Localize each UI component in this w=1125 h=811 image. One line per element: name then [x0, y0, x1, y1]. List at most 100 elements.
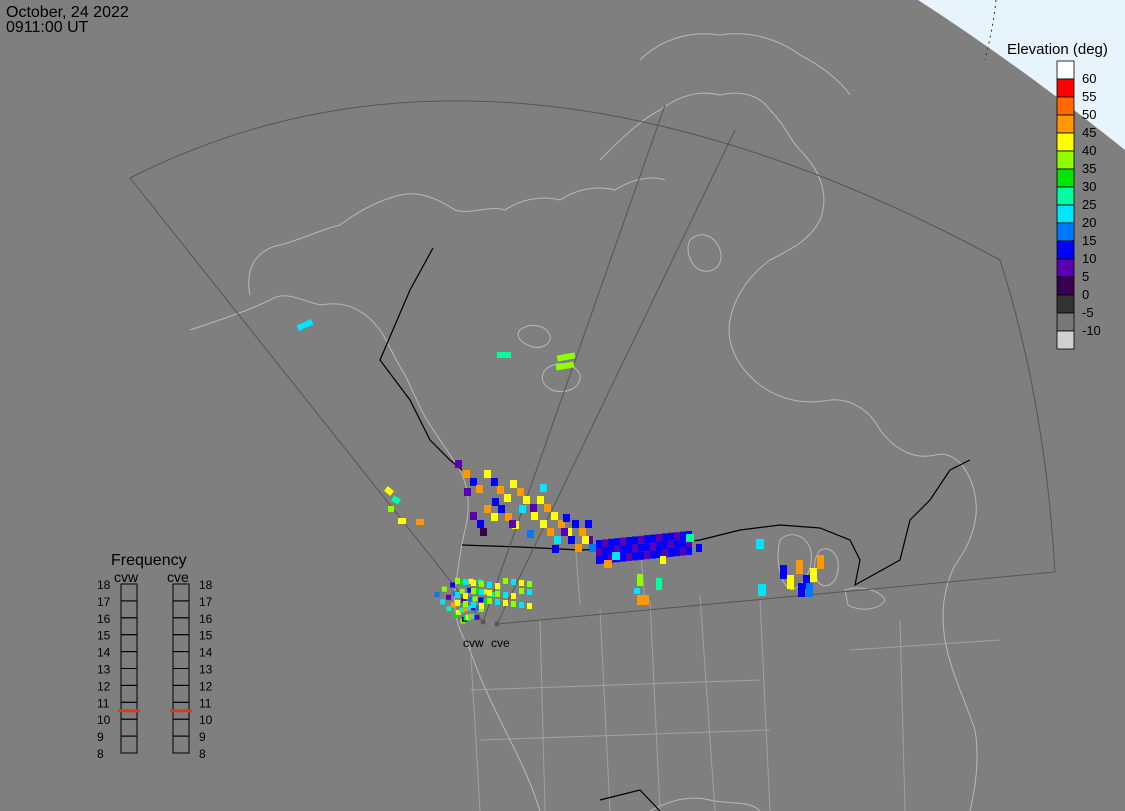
echo-cell	[434, 592, 440, 598]
echo-cell	[596, 556, 602, 564]
echo-cell	[519, 602, 524, 608]
frequency-marker	[118, 709, 140, 713]
frequency-scale-label: 8	[199, 747, 206, 761]
echo-cell	[474, 587, 480, 593]
echo-cell	[527, 530, 534, 538]
echo-cells	[296, 318, 824, 624]
echo-cell	[668, 532, 674, 541]
frequency-scale-label: 8	[97, 747, 104, 761]
echo-cell	[668, 548, 674, 556]
echo-cell	[384, 486, 394, 496]
echo-cell	[780, 565, 787, 579]
frequency-scale-label: 10	[97, 713, 111, 727]
echo-cell	[388, 506, 394, 512]
echo-cell	[674, 532, 680, 541]
legend-title: Elevation (deg)	[1007, 41, 1108, 58]
echo-cell	[537, 496, 544, 504]
echo-cell	[441, 586, 447, 592]
echo-cell	[453, 612, 459, 618]
echo-cell	[491, 478, 498, 486]
legend-swatch	[1056, 96, 1075, 116]
legend-swatch	[1056, 330, 1075, 350]
echo-cell	[530, 504, 537, 512]
echo-cell	[614, 538, 620, 547]
echo-cell	[620, 545, 626, 554]
echo-cell	[637, 574, 643, 586]
echo-cell	[565, 528, 572, 536]
echo-cell	[463, 579, 468, 585]
echo-cell	[540, 520, 547, 528]
legend-swatch	[1056, 60, 1075, 80]
echo-cell	[455, 460, 462, 468]
echo-cell	[796, 560, 803, 574]
echo-cell	[568, 536, 575, 544]
echo-cell	[471, 588, 476, 594]
echo-cell	[474, 614, 480, 620]
station-cve-marker	[494, 621, 500, 627]
echo-cell	[464, 488, 471, 496]
echo-cell	[527, 589, 532, 595]
legend-tick-label: -5	[1082, 305, 1094, 320]
frequency-scale-label: 18	[199, 578, 213, 592]
elevation-legend: Elevation (deg) 605550454035302520151050…	[1007, 41, 1108, 350]
echo-cell	[487, 582, 492, 588]
echo-cell	[674, 540, 680, 549]
echo-cell	[456, 609, 462, 615]
legend-swatch	[1056, 312, 1075, 332]
echo-cell	[668, 540, 674, 549]
frequency-scale-label: 15	[199, 629, 213, 643]
echo-cell	[510, 480, 517, 488]
frequency-scale-label: 10	[199, 713, 213, 727]
radar-fov	[129, 100, 1056, 625]
echo-cell	[503, 578, 508, 584]
frequency-panel: Frequency cvw cve 1817161514131211109818…	[97, 552, 213, 761]
echo-cell	[758, 584, 766, 596]
echo-cell	[674, 548, 680, 557]
political-boundaries	[469, 539, 1001, 811]
echo-cell	[638, 543, 644, 552]
frequency-cell	[172, 735, 190, 754]
echo-cell	[620, 537, 626, 546]
echo-cell	[803, 575, 810, 589]
echo-cell	[798, 583, 805, 597]
echo-cell	[472, 596, 478, 602]
echo-cell	[817, 555, 824, 569]
echo-cell	[612, 552, 620, 560]
echo-cell	[662, 549, 668, 558]
echo-cell	[398, 518, 406, 524]
legend-swatch	[1056, 186, 1075, 206]
legend-tick-label: 0	[1082, 287, 1089, 302]
echo-cell	[662, 541, 668, 550]
echo-cell	[579, 528, 586, 536]
echo-cell	[511, 601, 516, 607]
echo-cell	[637, 595, 649, 605]
echo-cell	[463, 593, 468, 599]
echo-cell	[463, 470, 470, 478]
echo-cell	[487, 598, 492, 604]
echo-cell	[602, 547, 608, 556]
echo-cell	[632, 544, 638, 553]
echo-cell	[806, 583, 813, 597]
echo-cell	[459, 588, 465, 594]
echo-cell	[517, 488, 524, 496]
terminator-line	[984, 0, 997, 61]
legend-swatch	[1056, 132, 1075, 152]
echo-cell	[450, 582, 456, 588]
echo-cell	[446, 606, 452, 612]
echo-cell	[498, 505, 505, 513]
echo-cell	[547, 528, 554, 536]
echo-cell	[466, 596, 472, 602]
echo-cell	[686, 539, 692, 547]
frequency-scale-label: 17	[97, 595, 111, 609]
echo-cell	[511, 593, 516, 599]
frequency-scale-label: 12	[97, 679, 111, 693]
frequency-scale-label: 18	[97, 578, 111, 592]
station-markers: cvw cve	[463, 619, 510, 650]
echo-cell	[634, 588, 640, 594]
echo-cell	[586, 536, 593, 544]
legend-swatch	[1056, 204, 1075, 224]
frequency-scale-label: 11	[199, 696, 212, 710]
echo-cell	[478, 606, 484, 612]
